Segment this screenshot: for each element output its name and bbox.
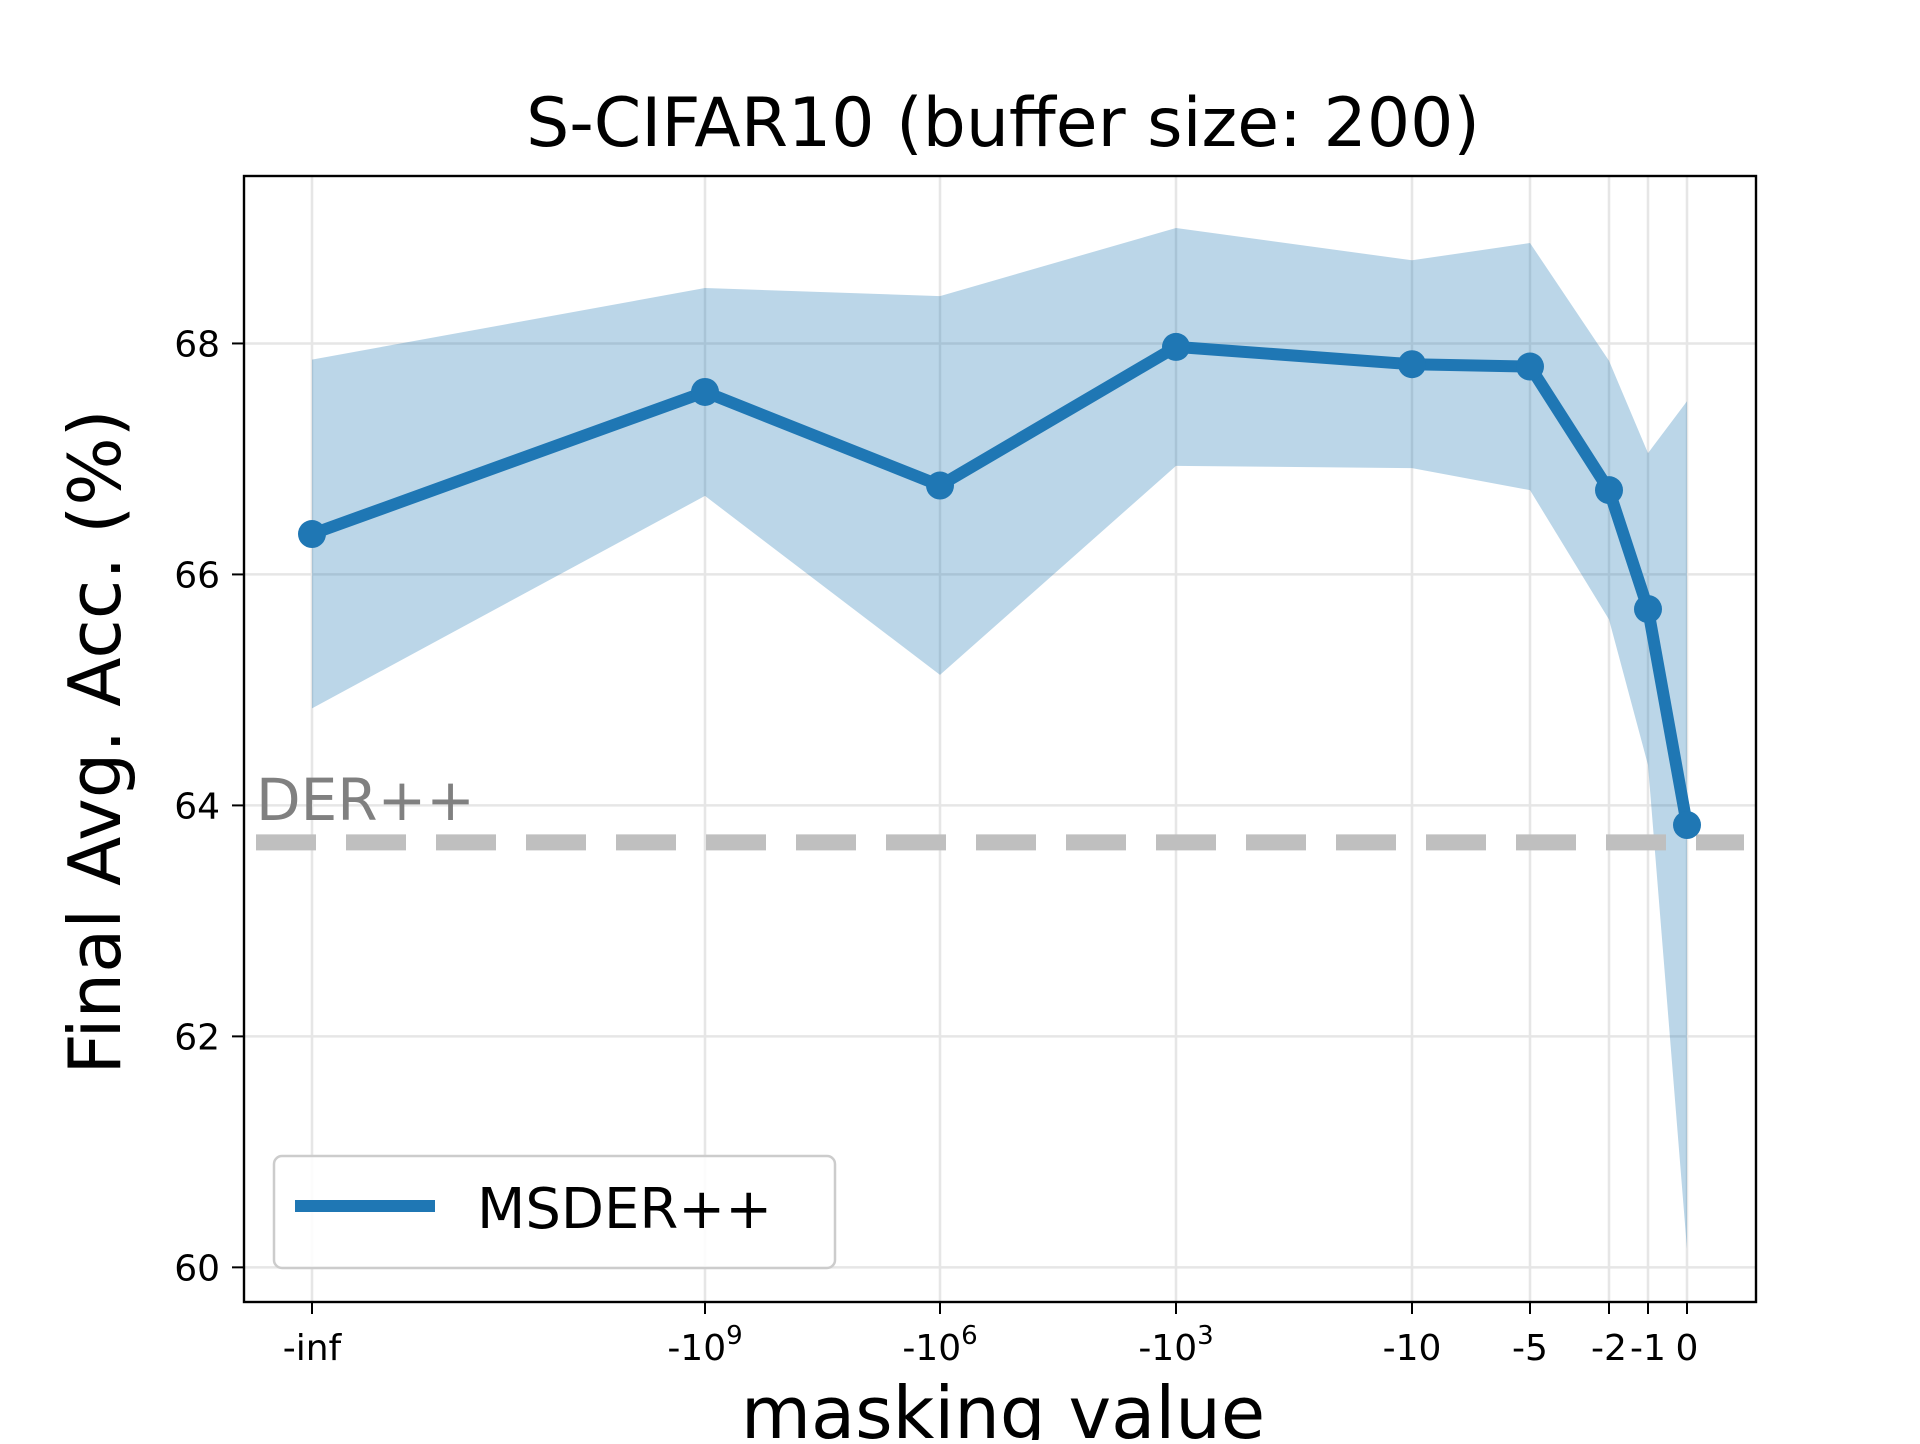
data-point: [1516, 352, 1544, 381]
data-point: [298, 520, 326, 549]
x-tick-label: -5: [1512, 1328, 1548, 1369]
legend-label: MSDER++: [477, 1177, 772, 1242]
x-tick-label: 0: [1676, 1328, 1699, 1369]
series-layer: [298, 332, 1701, 840]
confidence-band-layer: [312, 227, 1687, 1249]
chart-title: S-CIFAR10 (buffer size: 200): [526, 84, 1480, 163]
y-tick-label: 68: [174, 324, 220, 365]
data-point: [691, 377, 719, 406]
data-point: [926, 471, 954, 500]
y-tick-label: 64: [174, 786, 220, 827]
x-tick-label: -2: [1591, 1328, 1627, 1369]
x-tick-label: -inf: [283, 1328, 343, 1369]
legend: MSDER++: [272, 1154, 837, 1270]
data-point: [1398, 350, 1426, 379]
y-tick-label: 60: [174, 1248, 220, 1289]
reference-line-label: DER++: [256, 766, 475, 834]
x-tick-label: -106: [902, 1321, 977, 1369]
confidence-band: [312, 227, 1687, 1249]
y-axis-label: Final Avg. Acc. (%): [53, 409, 137, 1074]
y-tick-label: 62: [174, 1017, 220, 1058]
x-tick-label: -1: [1630, 1328, 1666, 1369]
data-point: [1673, 811, 1701, 840]
x-tick-label: -103: [1138, 1321, 1213, 1369]
data-point: [1162, 332, 1190, 361]
legend-box: [272, 1154, 837, 1270]
x-tick-label: -109: [667, 1321, 742, 1369]
y-tick-label: 66: [174, 555, 220, 596]
plot-frame: [242, 174, 1758, 1304]
x-axis-label: masking value: [741, 1371, 1265, 1440]
x-tick-label: -10: [1383, 1328, 1442, 1369]
data-point: [1595, 476, 1623, 505]
data-point: [1634, 595, 1662, 624]
